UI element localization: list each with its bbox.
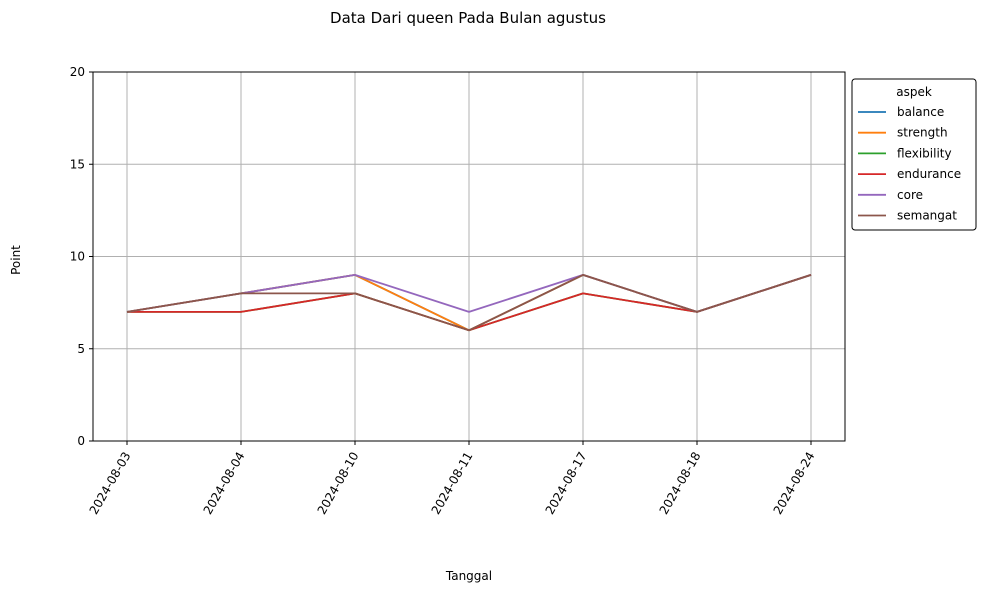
x-tick-label: 2024-08-17 [543,450,590,517]
legend-label-endurance: endurance [897,167,961,181]
series-lines [126,273,812,332]
x-tick-label: 2024-08-03 [87,450,134,517]
x-axis-ticks: 2024-08-03 2024-08-04 2024-08-10 2024-08-11… [87,441,818,517]
y-tick-label: 20 [70,65,85,79]
y-tick-label: 5 [77,342,85,356]
x-tick-label: 2024-08-04 [201,450,248,517]
grid [93,71,845,442]
chart-title: Data Dari queen Pada Bulan agustus [330,9,606,27]
series-line-semangat [126,273,812,332]
legend-label-flexibility: flexibility [897,146,952,160]
y-tick-label: 10 [70,250,85,264]
y-tick-label: 15 [70,157,85,171]
y-axis-ticks: 0 5 10 15 20 [70,65,93,448]
legend-label-core: core [897,188,923,202]
legend-label-balance: balance [897,105,944,119]
x-tick-label: 2024-08-18 [657,450,704,517]
legend: aspek balance strength flexibility enduranc… [851,78,977,231]
legend-label-strength: strength [897,126,948,140]
legend-label-semangat: semangat [897,209,957,223]
x-tick-label: 2024-08-24 [771,450,818,517]
y-axis-label: Point [9,245,23,275]
legend-items: balance strength flexibility endurance core s… [858,105,961,223]
x-tick-label: 2024-08-11 [429,450,476,517]
legend-title: aspek [896,85,932,99]
x-axis-label: Tanggal [445,569,492,583]
legend-box [851,78,977,231]
y-tick-label: 0 [77,434,85,448]
x-tick-label: 2024-08-10 [315,450,362,517]
